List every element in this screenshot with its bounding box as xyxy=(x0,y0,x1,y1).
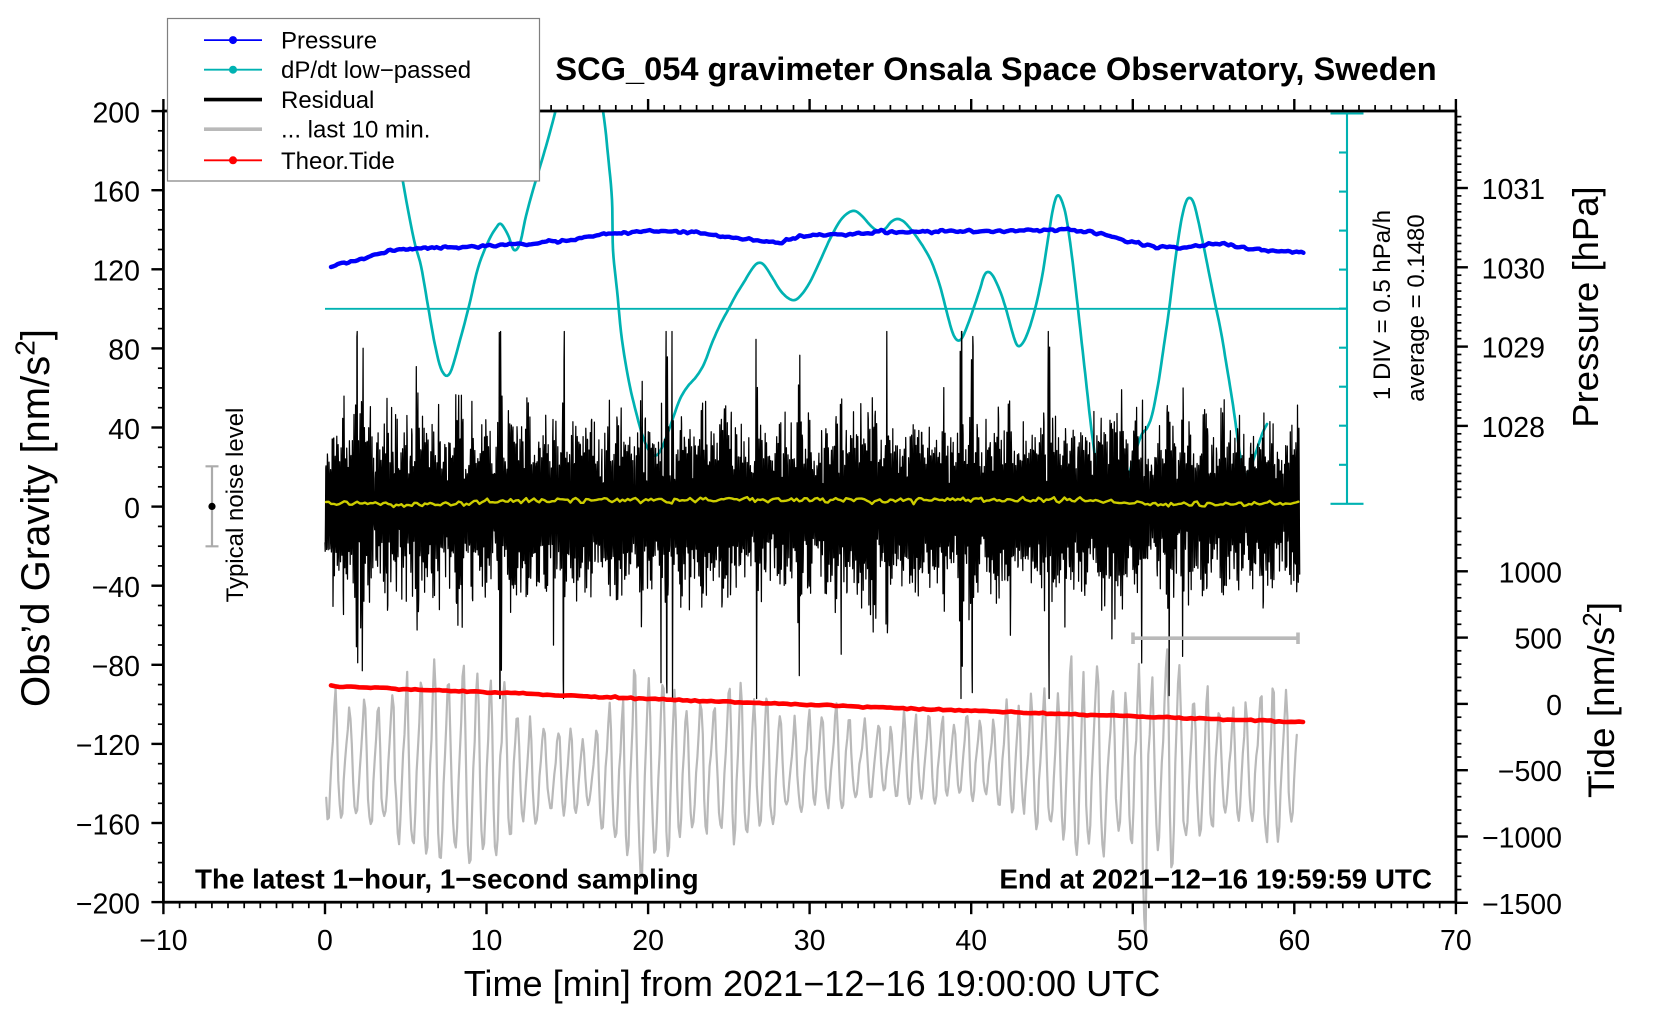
svg-text:10: 10 xyxy=(471,925,503,957)
svg-text:0: 0 xyxy=(1546,690,1562,722)
svg-text:−120: −120 xyxy=(76,730,140,762)
svg-text:1029: 1029 xyxy=(1482,333,1545,365)
svg-text:−10: −10 xyxy=(139,925,187,957)
svg-text:End at 2021−12−16 19:59:59 UTC: End at 2021−12−16 19:59:59 UTC xyxy=(999,864,1432,895)
svg-text:−1500: −1500 xyxy=(1482,889,1562,921)
svg-text:40: 40 xyxy=(955,925,987,957)
svg-text:average = 0.1480: average = 0.1480 xyxy=(1403,214,1430,402)
svg-text:1000: 1000 xyxy=(1499,557,1562,589)
svg-text:Obs’d Gravity [nm/s2]: Obs’d Gravity [nm/s2] xyxy=(10,329,59,707)
svg-text:−200: −200 xyxy=(76,888,140,920)
svg-text:1030: 1030 xyxy=(1482,253,1545,285)
svg-text:60: 60 xyxy=(1278,925,1310,957)
svg-text:500: 500 xyxy=(1514,624,1562,656)
svg-text:50: 50 xyxy=(1117,925,1149,957)
svg-text:70: 70 xyxy=(1440,925,1472,957)
svg-text:Tide [nm/s2]: Tide [nm/s2] xyxy=(1577,602,1622,798)
svg-text:Typical noise level: Typical noise level xyxy=(222,408,249,603)
svg-text:−40: −40 xyxy=(92,572,140,604)
svg-text:Theor.Tide: Theor.Tide xyxy=(281,148,395,175)
svg-text:The latest 1−hour, 1−second sa: The latest 1−hour, 1−second sampling xyxy=(195,864,699,895)
svg-text:−160: −160 xyxy=(76,809,140,841)
svg-text:SCG_054 gravimeter Onsala Spac: SCG_054 gravimeter Onsala Space Observat… xyxy=(555,50,1436,87)
svg-text:30: 30 xyxy=(794,925,826,957)
svg-text:Residual: Residual xyxy=(281,87,374,114)
svg-text:Pressure [hPa]: Pressure [hPa] xyxy=(1565,186,1606,427)
svg-text:1028: 1028 xyxy=(1482,412,1545,444)
svg-text:... last 10 min.: ... last 10 min. xyxy=(281,117,430,144)
svg-text:20: 20 xyxy=(632,925,664,957)
svg-text:0: 0 xyxy=(317,925,333,957)
svg-text:−500: −500 xyxy=(1498,756,1562,788)
svg-text:Time [min] from 2021−12−16 19:: Time [min] from 2021−12−16 19:00:00 UTC xyxy=(464,963,1161,1004)
svg-text:80: 80 xyxy=(108,335,140,367)
svg-text:1 DIV = 0.5 hPa/h: 1 DIV = 0.5 hPa/h xyxy=(1369,210,1396,400)
svg-text:200: 200 xyxy=(92,97,140,129)
svg-text:160: 160 xyxy=(92,176,140,208)
svg-text:120: 120 xyxy=(92,256,140,288)
svg-text:0: 0 xyxy=(124,493,140,525)
svg-text:1031: 1031 xyxy=(1482,174,1545,206)
svg-text:−1000: −1000 xyxy=(1482,823,1562,855)
svg-text:40: 40 xyxy=(108,414,140,446)
svg-text:dP/dt low−passed: dP/dt low−passed xyxy=(281,57,471,84)
svg-text:−80: −80 xyxy=(92,651,140,683)
svg-text:Pressure: Pressure xyxy=(281,28,377,55)
